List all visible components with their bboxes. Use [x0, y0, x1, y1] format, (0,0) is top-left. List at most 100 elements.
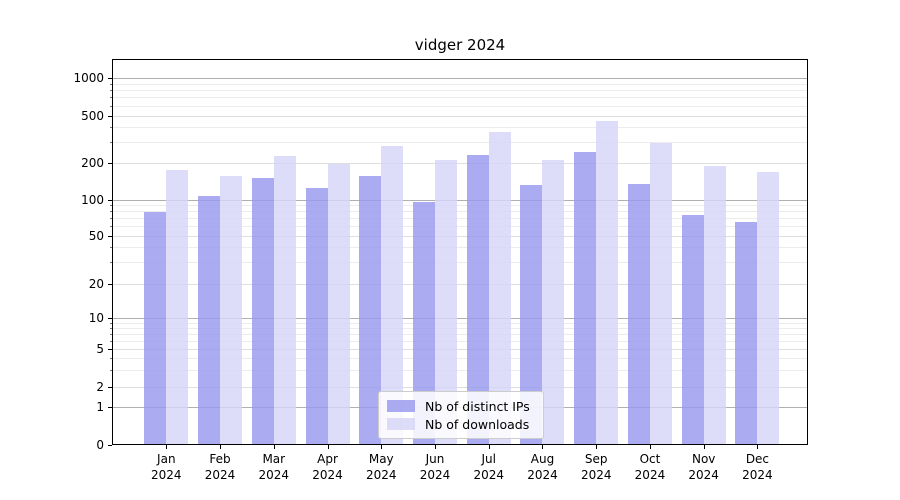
bar-mar-distinct-ips	[251, 177, 274, 444]
bar-feb-distinct-ips	[198, 196, 221, 444]
y-tick-mark-500	[108, 115, 112, 117]
bar-jan-distinct-ips	[144, 211, 167, 444]
gridline-minor-600	[112, 105, 808, 107]
gridline-minor-800	[112, 90, 808, 92]
bar-jul-downloads	[488, 131, 511, 444]
gridline-minor-6	[112, 340, 808, 342]
y-minor-tick-4	[110, 358, 112, 360]
x-tick-label-may: May 2024	[341, 451, 421, 483]
legend-swatch-downloads-icon	[387, 418, 415, 430]
y-minor-tick-900	[110, 83, 112, 85]
x-tick-mark-mar	[273, 445, 275, 449]
x-tick-year-dec: 2024	[742, 468, 773, 482]
y-minor-tick-300	[110, 142, 112, 144]
x-tick-year-oct: 2024	[634, 468, 666, 482]
y-minor-tick-70	[110, 218, 112, 220]
gridline-minor-8	[112, 327, 808, 329]
x-tick-year-jul: 2024	[473, 468, 504, 482]
gridline-minor-3	[112, 369, 808, 371]
y-tick-mark-20	[108, 283, 112, 285]
y-tick-label-2: 2	[96, 379, 104, 394]
y-minor-tick-6	[110, 340, 112, 342]
gridline-minor-20	[112, 283, 808, 285]
y-tick-label-100: 100	[81, 192, 104, 207]
bar-may-downloads	[381, 146, 404, 444]
legend-swatch-distinct-ips-icon	[387, 400, 415, 412]
bar-oct-downloads	[649, 142, 672, 444]
gridline-minor-60	[112, 226, 808, 228]
x-tick-label-aug: Aug 2024	[502, 451, 582, 483]
y-tick-label-50: 50	[88, 228, 104, 243]
y-tick-mark-5	[108, 348, 112, 350]
x-tick-year-feb: 2024	[204, 468, 236, 482]
y-minor-tick-3	[110, 369, 112, 371]
gridline-major-10	[112, 317, 808, 319]
y-tick-mark-100	[108, 199, 112, 201]
x-tick-year-may: 2024	[365, 468, 397, 482]
x-tick-mark-jun	[435, 445, 436, 449]
bar-dec-downloads	[757, 172, 780, 444]
x-tick-mark-jan	[166, 445, 168, 449]
x-tick-mark-jul	[488, 445, 490, 449]
y-minor-tick-800	[110, 90, 112, 92]
bar-apr-downloads	[327, 164, 350, 444]
legend-label-downloads: Nb of downloads	[425, 416, 530, 432]
x-tick-month-oct: Oct	[639, 452, 661, 466]
gridline-minor-5	[112, 348, 808, 350]
x-tick-month-nov: Nov	[691, 452, 716, 466]
bar-jun-downloads	[435, 160, 457, 444]
x-tick-month-mar: Mar	[262, 452, 286, 466]
y-tick-label-500: 500	[81, 108, 104, 123]
y-minor-tick-90	[110, 205, 112, 207]
y-minor-tick-30	[110, 262, 112, 264]
bar-feb-downloads	[220, 176, 243, 444]
bar-aug-distinct-ips	[520, 184, 543, 444]
y-minor-tick-600	[110, 105, 112, 107]
x-tick-label-apr: Apr 2024	[288, 451, 368, 483]
gridline-minor-7	[112, 333, 808, 335]
y-tick-label-1000: 1000	[73, 71, 104, 86]
gridline-minor-400	[112, 127, 808, 129]
y-tick-mark-2	[108, 386, 112, 388]
x-tick-month-jul: Jul	[481, 452, 496, 466]
y-tick-label-5: 5	[96, 341, 104, 356]
x-tick-mark-sep	[596, 445, 598, 449]
x-tick-month-dec: Dec	[745, 452, 770, 466]
legend-label-distinct-ips: Nb of distinct IPs	[425, 398, 530, 414]
x-tick-month-aug: Aug	[530, 452, 555, 466]
bar-nov-downloads	[703, 165, 726, 444]
x-tick-month-jan: Jan	[157, 452, 176, 466]
x-tick-label-jan: Jan 2024	[126, 451, 206, 483]
bar-sep-downloads	[596, 120, 619, 444]
y-tick-label-0: 0	[96, 437, 104, 452]
bar-aug-downloads	[542, 160, 565, 444]
gridline-minor-80	[112, 211, 808, 213]
gridline-minor-700	[112, 97, 808, 99]
gridline-minor-9	[112, 322, 808, 324]
gridline-minor-40	[112, 247, 808, 249]
y-tick-mark-200	[108, 163, 112, 165]
y-minor-tick-7	[110, 333, 112, 335]
x-tick-year-apr: 2024	[312, 468, 343, 482]
x-tick-label-dec: Dec 2024	[717, 451, 797, 483]
bar-apr-distinct-ips	[305, 187, 328, 444]
y-tick-mark-10	[108, 317, 112, 319]
x-tick-label-nov: Nov 2024	[664, 451, 744, 483]
x-tick-year-sep: 2024	[580, 468, 612, 482]
gridline-minor-300	[112, 142, 808, 144]
x-tick-mark-may	[381, 445, 383, 449]
gridline-minor-200	[112, 163, 808, 165]
legend-item-downloads: Nb of downloads	[387, 415, 535, 433]
x-tick-label-mar: Mar 2024	[234, 451, 314, 483]
y-tick-mark-50	[108, 235, 112, 237]
gridline-minor-4	[112, 358, 808, 360]
y-tick-mark-1000	[108, 78, 112, 80]
bar-dec-distinct-ips	[735, 221, 758, 444]
y-minor-tick-40	[110, 247, 112, 249]
x-tick-label-feb: Feb 2024	[180, 451, 260, 483]
x-tick-month-jun: Jun	[425, 452, 445, 466]
y-minor-tick-700	[110, 97, 112, 99]
y-tick-mark-1	[108, 407, 112, 409]
bar-may-distinct-ips	[359, 176, 382, 444]
x-tick-mark-oct	[649, 445, 651, 449]
